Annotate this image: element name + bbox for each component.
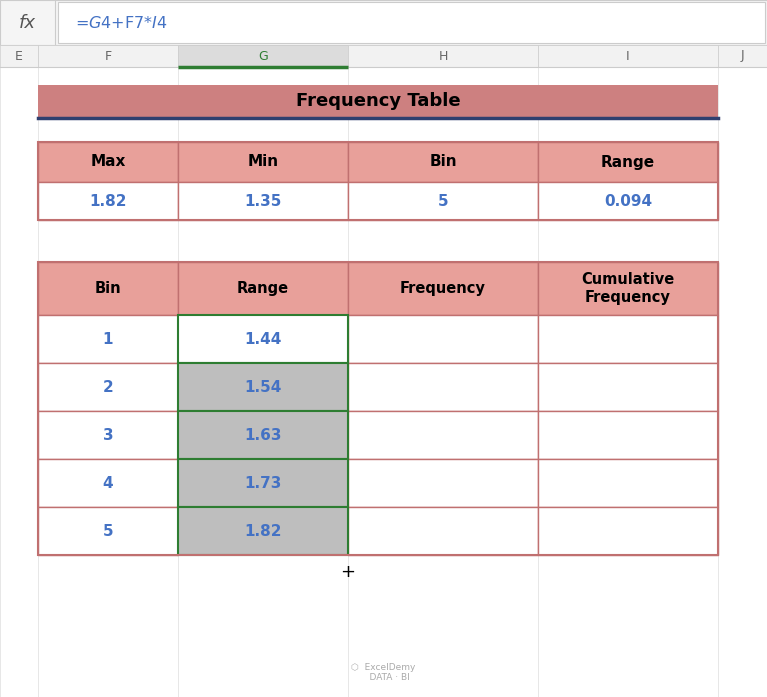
Text: +: +: [341, 563, 355, 581]
Text: Min: Min: [248, 155, 278, 169]
Bar: [0, 0, 767, 45]
Text: fx: fx: [18, 13, 35, 31]
Bar: [0, 45, 38, 67]
Text: Max: Max: [91, 155, 126, 169]
Bar: [38, 182, 178, 220]
Text: Frequency: Frequency: [400, 281, 486, 296]
Bar: [178, 459, 348, 507]
Bar: [0, 0, 55, 45]
Bar: [348, 262, 538, 315]
Text: Bin: Bin: [430, 155, 457, 169]
Bar: [38, 459, 178, 507]
Text: H: H: [438, 49, 448, 63]
Bar: [38, 142, 718, 220]
Bar: [178, 507, 348, 555]
Text: Range: Range: [601, 155, 655, 169]
Text: 1.54: 1.54: [245, 379, 281, 395]
Text: F: F: [104, 49, 111, 63]
Bar: [348, 45, 538, 67]
Bar: [38, 315, 178, 363]
Bar: [178, 315, 348, 363]
Text: 0.094: 0.094: [604, 194, 652, 208]
Text: 5: 5: [103, 523, 114, 539]
Text: 1.44: 1.44: [245, 332, 281, 346]
Bar: [348, 363, 538, 411]
Bar: [538, 142, 718, 182]
Bar: [538, 411, 718, 459]
Bar: [38, 142, 178, 182]
Text: 4: 4: [103, 475, 114, 491]
Text: E: E: [15, 49, 23, 63]
Text: Cumulative
Frequency: Cumulative Frequency: [581, 273, 675, 305]
Bar: [348, 411, 538, 459]
Bar: [38, 45, 178, 67]
Text: ⬡  ExcelDemy
    DATA · BI: ⬡ ExcelDemy DATA · BI: [351, 663, 416, 682]
Bar: [538, 45, 718, 67]
Bar: [38, 363, 178, 411]
Bar: [178, 411, 348, 459]
Bar: [38, 411, 178, 459]
Bar: [58, 2, 765, 43]
Bar: [538, 459, 718, 507]
Text: 1.63: 1.63: [244, 427, 281, 443]
Bar: [38, 262, 178, 315]
Text: 1.35: 1.35: [245, 194, 281, 208]
Bar: [178, 182, 348, 220]
Bar: [538, 262, 718, 315]
Bar: [178, 262, 348, 315]
Bar: [38, 507, 178, 555]
Bar: [38, 262, 718, 555]
Text: I: I: [626, 49, 630, 63]
Text: J: J: [741, 49, 744, 63]
Bar: [348, 142, 538, 182]
Bar: [348, 182, 538, 220]
Text: 1.82: 1.82: [89, 194, 127, 208]
Bar: [178, 45, 348, 67]
Text: Bin: Bin: [94, 281, 121, 296]
Text: 2: 2: [103, 379, 114, 395]
Bar: [348, 459, 538, 507]
Text: Frequency Table: Frequency Table: [296, 93, 460, 111]
Text: 1.73: 1.73: [245, 475, 281, 491]
Bar: [38, 85, 718, 118]
Text: Range: Range: [237, 281, 289, 296]
Text: 1.82: 1.82: [244, 523, 281, 539]
Text: G: G: [258, 49, 268, 63]
Bar: [178, 363, 348, 411]
Text: 5: 5: [438, 194, 449, 208]
Text: 1: 1: [103, 332, 114, 346]
Bar: [178, 142, 348, 182]
Bar: [348, 507, 538, 555]
Bar: [538, 507, 718, 555]
Text: =$G$4+F7*$I$4: =$G$4+F7*$I$4: [75, 15, 168, 31]
Text: 3: 3: [103, 427, 114, 443]
Bar: [538, 182, 718, 220]
Bar: [718, 45, 767, 67]
Bar: [348, 315, 538, 363]
Bar: [538, 363, 718, 411]
Bar: [538, 315, 718, 363]
